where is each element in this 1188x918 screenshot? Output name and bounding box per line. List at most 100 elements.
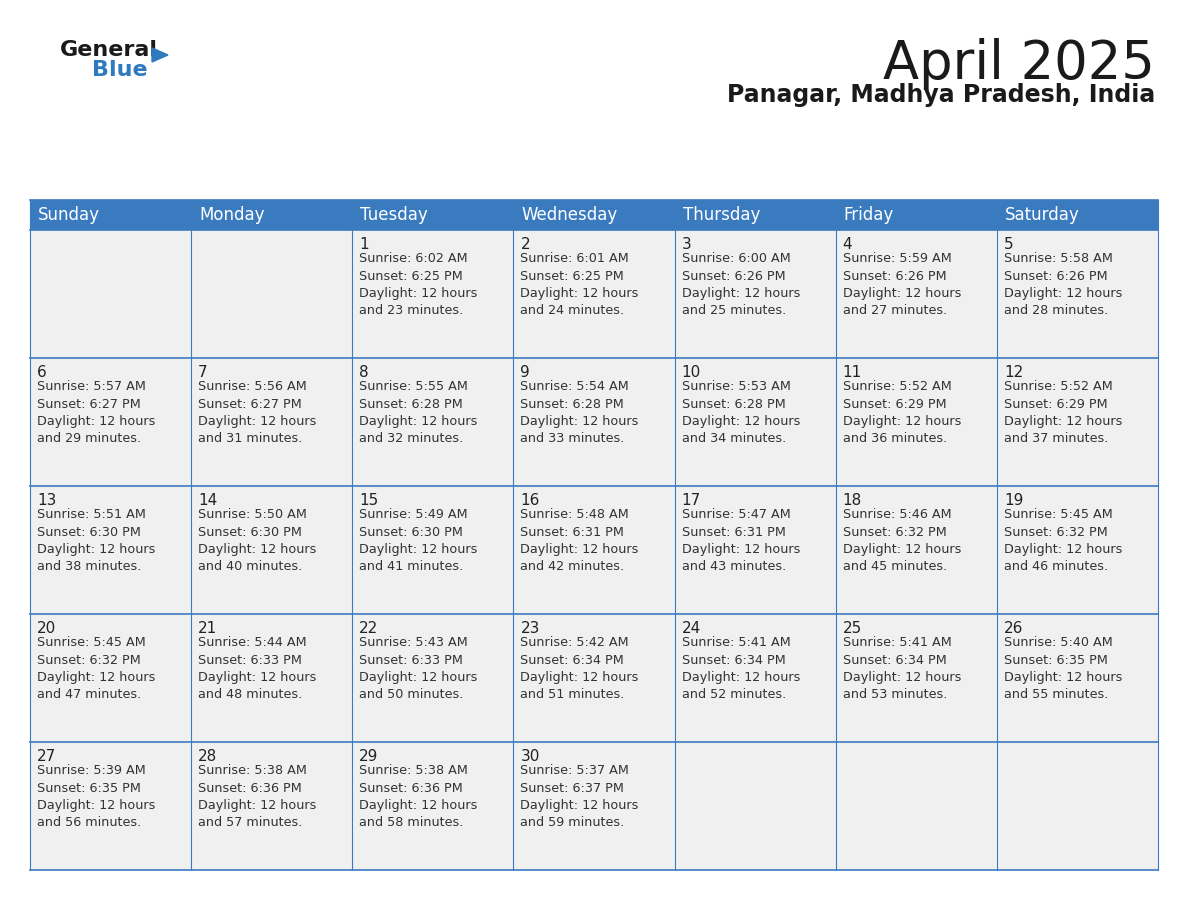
Bar [513, 486, 675, 614]
Bar [997, 230, 1158, 358]
Bar [675, 742, 835, 870]
Bar [191, 358, 353, 486]
Text: Sunrise: 5:37 AM
Sunset: 6:37 PM
Daylight: 12 hours
and 59 minutes.: Sunrise: 5:37 AM Sunset: 6:37 PM Dayligh… [520, 764, 639, 830]
Text: Sunrise: 5:53 AM
Sunset: 6:28 PM
Daylight: 12 hours
and 34 minutes.: Sunrise: 5:53 AM Sunset: 6:28 PM Dayligh… [682, 380, 800, 445]
Text: 19: 19 [1004, 493, 1023, 508]
Text: General: General [61, 40, 158, 60]
Text: 7: 7 [198, 365, 208, 380]
Text: 6: 6 [37, 365, 46, 380]
Text: April 2025: April 2025 [883, 38, 1155, 90]
Bar [997, 358, 1158, 486]
Text: 5: 5 [1004, 237, 1013, 252]
Bar [191, 230, 353, 358]
Bar [835, 742, 997, 870]
Bar [191, 614, 353, 742]
Text: Sunrise: 5:42 AM
Sunset: 6:34 PM
Daylight: 12 hours
and 51 minutes.: Sunrise: 5:42 AM Sunset: 6:34 PM Dayligh… [520, 636, 639, 701]
Bar [513, 358, 675, 486]
Bar [835, 358, 997, 486]
Bar [353, 358, 513, 486]
Text: Sunrise: 5:45 AM
Sunset: 6:32 PM
Daylight: 12 hours
and 46 minutes.: Sunrise: 5:45 AM Sunset: 6:32 PM Dayligh… [1004, 508, 1123, 574]
Bar [30, 358, 191, 486]
Text: 16: 16 [520, 493, 539, 508]
Text: Sunrise: 6:01 AM
Sunset: 6:25 PM
Daylight: 12 hours
and 24 minutes.: Sunrise: 6:01 AM Sunset: 6:25 PM Dayligh… [520, 252, 639, 318]
Bar [513, 230, 675, 358]
Bar [675, 358, 835, 486]
Bar [835, 486, 997, 614]
Text: 4: 4 [842, 237, 852, 252]
Text: Sunday: Sunday [38, 206, 100, 224]
Text: Sunrise: 5:59 AM
Sunset: 6:26 PM
Daylight: 12 hours
and 27 minutes.: Sunrise: 5:59 AM Sunset: 6:26 PM Dayligh… [842, 252, 961, 318]
Text: 29: 29 [359, 749, 379, 764]
Text: Sunrise: 5:43 AM
Sunset: 6:33 PM
Daylight: 12 hours
and 50 minutes.: Sunrise: 5:43 AM Sunset: 6:33 PM Dayligh… [359, 636, 478, 701]
Text: 25: 25 [842, 621, 862, 636]
Text: Sunrise: 5:52 AM
Sunset: 6:29 PM
Daylight: 12 hours
and 37 minutes.: Sunrise: 5:52 AM Sunset: 6:29 PM Dayligh… [1004, 380, 1123, 445]
Text: 8: 8 [359, 365, 369, 380]
Text: 13: 13 [37, 493, 56, 508]
Bar [353, 230, 513, 358]
Text: Sunrise: 5:38 AM
Sunset: 6:36 PM
Daylight: 12 hours
and 57 minutes.: Sunrise: 5:38 AM Sunset: 6:36 PM Dayligh… [198, 764, 316, 830]
Text: 23: 23 [520, 621, 539, 636]
Bar [191, 742, 353, 870]
Text: Sunrise: 6:00 AM
Sunset: 6:26 PM
Daylight: 12 hours
and 25 minutes.: Sunrise: 6:00 AM Sunset: 6:26 PM Dayligh… [682, 252, 800, 318]
Text: Sunrise: 5:51 AM
Sunset: 6:30 PM
Daylight: 12 hours
and 38 minutes.: Sunrise: 5:51 AM Sunset: 6:30 PM Dayligh… [37, 508, 156, 574]
Bar [30, 614, 191, 742]
Text: 26: 26 [1004, 621, 1023, 636]
Polygon shape [152, 48, 168, 62]
Bar [30, 742, 191, 870]
Text: Sunrise: 5:52 AM
Sunset: 6:29 PM
Daylight: 12 hours
and 36 minutes.: Sunrise: 5:52 AM Sunset: 6:29 PM Dayligh… [842, 380, 961, 445]
Text: Sunrise: 5:45 AM
Sunset: 6:32 PM
Daylight: 12 hours
and 47 minutes.: Sunrise: 5:45 AM Sunset: 6:32 PM Dayligh… [37, 636, 156, 701]
Text: Panagar, Madhya Pradesh, India: Panagar, Madhya Pradesh, India [727, 83, 1155, 107]
Text: Sunrise: 5:58 AM
Sunset: 6:26 PM
Daylight: 12 hours
and 28 minutes.: Sunrise: 5:58 AM Sunset: 6:26 PM Dayligh… [1004, 252, 1123, 318]
Text: Sunrise: 5:46 AM
Sunset: 6:32 PM
Daylight: 12 hours
and 45 minutes.: Sunrise: 5:46 AM Sunset: 6:32 PM Dayligh… [842, 508, 961, 574]
Text: 2: 2 [520, 237, 530, 252]
Text: 15: 15 [359, 493, 379, 508]
Text: Sunrise: 5:56 AM
Sunset: 6:27 PM
Daylight: 12 hours
and 31 minutes.: Sunrise: 5:56 AM Sunset: 6:27 PM Dayligh… [198, 380, 316, 445]
Bar [191, 486, 353, 614]
Bar [835, 230, 997, 358]
Text: 3: 3 [682, 237, 691, 252]
Bar [353, 486, 513, 614]
Text: Sunrise: 5:50 AM
Sunset: 6:30 PM
Daylight: 12 hours
and 40 minutes.: Sunrise: 5:50 AM Sunset: 6:30 PM Dayligh… [198, 508, 316, 574]
Text: 22: 22 [359, 621, 379, 636]
Text: 27: 27 [37, 749, 56, 764]
Bar [997, 742, 1158, 870]
Bar [353, 742, 513, 870]
Text: 11: 11 [842, 365, 862, 380]
Text: Sunrise: 5:40 AM
Sunset: 6:35 PM
Daylight: 12 hours
and 55 minutes.: Sunrise: 5:40 AM Sunset: 6:35 PM Dayligh… [1004, 636, 1123, 701]
Bar [30, 230, 191, 358]
Text: Sunrise: 6:02 AM
Sunset: 6:25 PM
Daylight: 12 hours
and 23 minutes.: Sunrise: 6:02 AM Sunset: 6:25 PM Dayligh… [359, 252, 478, 318]
Text: 20: 20 [37, 621, 56, 636]
Text: 14: 14 [198, 493, 217, 508]
Text: 9: 9 [520, 365, 530, 380]
Bar [997, 486, 1158, 614]
Text: Blue: Blue [91, 60, 147, 80]
Text: Sunrise: 5:39 AM
Sunset: 6:35 PM
Daylight: 12 hours
and 56 minutes.: Sunrise: 5:39 AM Sunset: 6:35 PM Dayligh… [37, 764, 156, 830]
Bar [997, 614, 1158, 742]
Bar [835, 614, 997, 742]
Text: Sunrise: 5:49 AM
Sunset: 6:30 PM
Daylight: 12 hours
and 41 minutes.: Sunrise: 5:49 AM Sunset: 6:30 PM Dayligh… [359, 508, 478, 574]
Text: Sunrise: 5:48 AM
Sunset: 6:31 PM
Daylight: 12 hours
and 42 minutes.: Sunrise: 5:48 AM Sunset: 6:31 PM Dayligh… [520, 508, 639, 574]
Text: Friday: Friday [843, 206, 893, 224]
Bar [30, 200, 1158, 230]
Bar [353, 614, 513, 742]
Text: 30: 30 [520, 749, 539, 764]
Text: Sunrise: 5:57 AM
Sunset: 6:27 PM
Daylight: 12 hours
and 29 minutes.: Sunrise: 5:57 AM Sunset: 6:27 PM Dayligh… [37, 380, 156, 445]
Text: Sunrise: 5:55 AM
Sunset: 6:28 PM
Daylight: 12 hours
and 32 minutes.: Sunrise: 5:55 AM Sunset: 6:28 PM Dayligh… [359, 380, 478, 445]
Bar [675, 230, 835, 358]
Text: 24: 24 [682, 621, 701, 636]
Text: Tuesday: Tuesday [360, 206, 428, 224]
Text: 17: 17 [682, 493, 701, 508]
Text: Sunrise: 5:41 AM
Sunset: 6:34 PM
Daylight: 12 hours
and 53 minutes.: Sunrise: 5:41 AM Sunset: 6:34 PM Dayligh… [842, 636, 961, 701]
Text: Sunrise: 5:41 AM
Sunset: 6:34 PM
Daylight: 12 hours
and 52 minutes.: Sunrise: 5:41 AM Sunset: 6:34 PM Dayligh… [682, 636, 800, 701]
Text: 18: 18 [842, 493, 862, 508]
Text: Sunrise: 5:47 AM
Sunset: 6:31 PM
Daylight: 12 hours
and 43 minutes.: Sunrise: 5:47 AM Sunset: 6:31 PM Dayligh… [682, 508, 800, 574]
Bar [675, 614, 835, 742]
Text: 21: 21 [198, 621, 217, 636]
Text: 12: 12 [1004, 365, 1023, 380]
Bar [675, 486, 835, 614]
Bar [513, 742, 675, 870]
Text: Sunrise: 5:38 AM
Sunset: 6:36 PM
Daylight: 12 hours
and 58 minutes.: Sunrise: 5:38 AM Sunset: 6:36 PM Dayligh… [359, 764, 478, 830]
Text: 28: 28 [198, 749, 217, 764]
Bar [513, 614, 675, 742]
Text: 10: 10 [682, 365, 701, 380]
